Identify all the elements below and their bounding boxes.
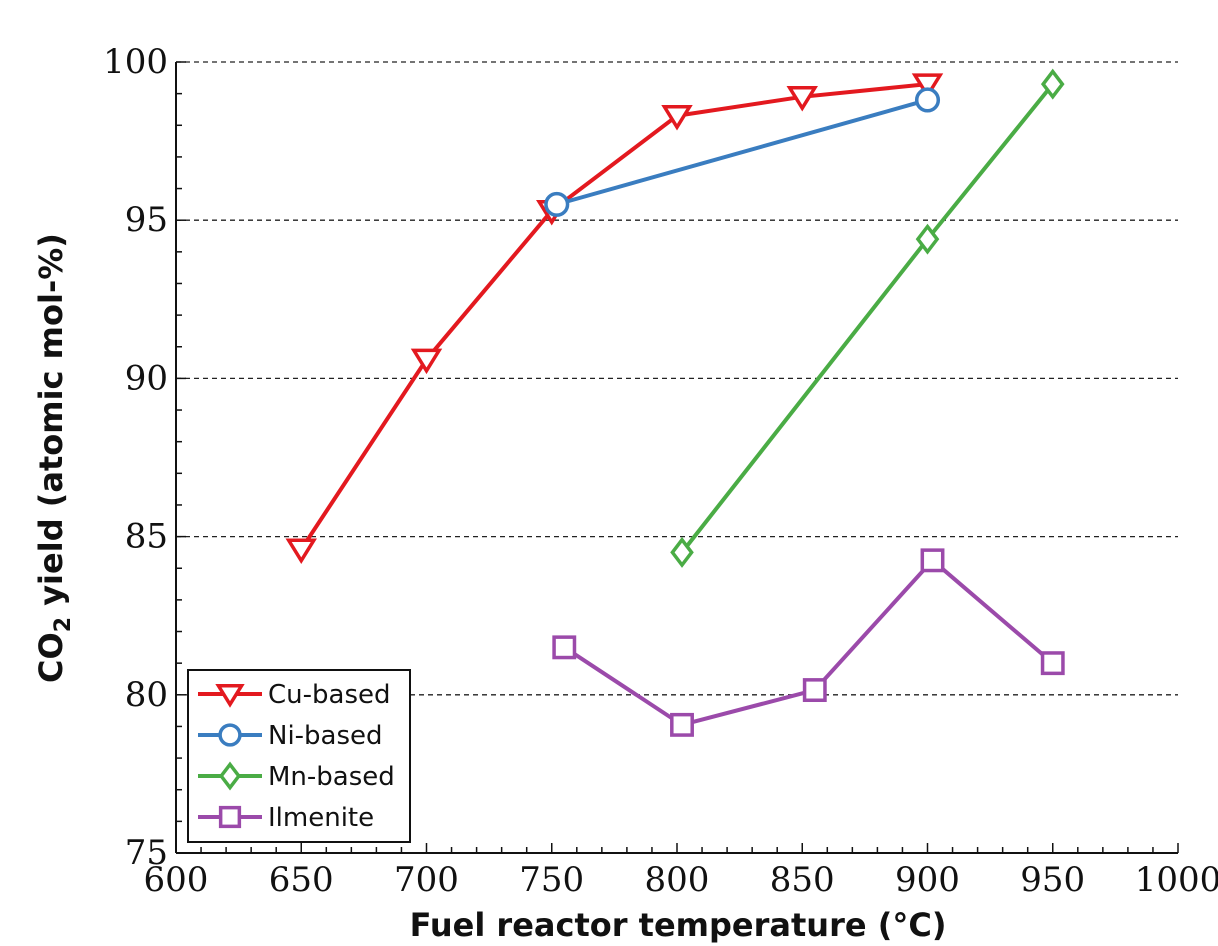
series-mn-based (670, 68, 1065, 568)
legend-entry-mn-based: Mn-based (198, 761, 395, 792)
legend-label-ni-based: Ni-based (268, 721, 383, 751)
legend-marker-cu-based (215, 684, 245, 708)
axes (175, 61, 1179, 854)
x-tick-label-600: 600 (144, 860, 209, 900)
y-tick-label-75: 75 (125, 833, 168, 873)
legend-entry-cu-based: Cu-based (198, 680, 391, 710)
data-point-mn-based-950 (1040, 68, 1065, 100)
y-tick-label-95: 95 (125, 200, 168, 240)
x-axis-title: Fuel reactor temperature (°C) (410, 906, 947, 944)
data-point-ilmenite-755 (552, 635, 577, 660)
y-axis-title: CO2 yield (atomic mol-%) (32, 233, 76, 683)
y-tick-label-85: 85 (125, 517, 168, 557)
data-point-cu-based-700 (410, 348, 443, 375)
series-cu-based (285, 73, 944, 564)
data-point-mn-based-802 (670, 536, 694, 568)
data-point-ni-based-752 (544, 191, 570, 217)
legend-label-mn-based: Mn-based (268, 762, 395, 792)
series-ni-based (544, 87, 941, 217)
data-point-ni-based-900 (914, 87, 941, 113)
legend-label-cu-based: Cu-based (268, 680, 391, 710)
tick-labels: 75 80 85 90 95 100 600 650 700 750 800 850 900 950 100… (103, 42, 1218, 900)
data-point-cu-based-900 (911, 73, 944, 99)
y-axis-title-co: CO (32, 632, 70, 683)
data-point-ilmenite-950 (1040, 651, 1065, 676)
data-point-ilmenite-902 (920, 548, 945, 573)
legend-entry-ni-based: Ni-based (198, 721, 383, 751)
y-axis-title-rest: yield (atomic mol-%) (32, 233, 70, 617)
data-point-mn-based-900 (915, 223, 940, 255)
y-tick-label-90: 90 (125, 358, 168, 398)
legend-entry-ilmenite: Ilmenite (198, 803, 374, 833)
legend-marker-mn-based (218, 761, 242, 791)
y-tick-label-100: 100 (103, 42, 168, 82)
legend-marker-ni-based (218, 723, 242, 747)
data-point-cu-based-850 (786, 86, 818, 112)
y-tick-label-80: 80 (125, 675, 168, 715)
data-point-cu-based-650 (285, 538, 317, 564)
x-tick-label-1000: 1000 (1135, 860, 1218, 900)
series-line-cu-based (299, 82, 928, 551)
x-tick-label-900: 900 (895, 860, 960, 900)
x-tick-label-850: 850 (770, 860, 835, 900)
data-point-cu-based-800 (661, 105, 693, 131)
x-tick-label-950: 950 (1020, 860, 1085, 900)
series-line-ni-based (556, 98, 929, 207)
x-tick-label-750: 750 (519, 860, 584, 900)
series-ilmenite (552, 548, 1065, 737)
x-tick-label-700: 700 (394, 860, 459, 900)
legend: Cu-based Ni-based Mn-based Ilmenite (187, 669, 411, 843)
data-point-ilmenite-855 (802, 678, 827, 703)
data-point-ilmenite-802 (670, 712, 694, 737)
legend-marker-ilmenite (218, 805, 242, 829)
x-tick-label-800: 800 (645, 860, 710, 900)
x-tick-label-650: 650 (269, 860, 334, 900)
data-series (285, 68, 1065, 737)
y-axis-title-subscript: 2 (51, 617, 76, 632)
grid-lines (176, 61, 1178, 696)
legend-label-ilmenite: Ilmenite (268, 803, 374, 833)
